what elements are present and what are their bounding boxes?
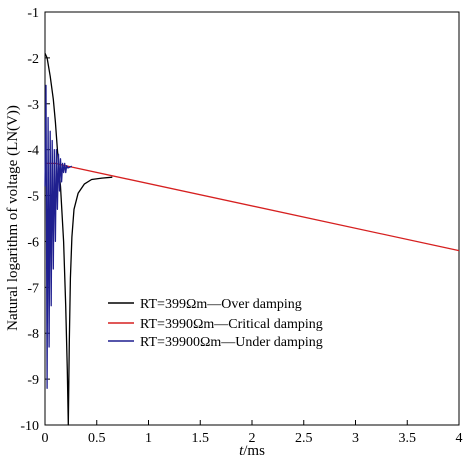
- x-tick-label: 1.5: [192, 431, 210, 446]
- y-tick-label: -3: [27, 98, 39, 113]
- x-axis-unit: /ms: [243, 443, 265, 459]
- y-tick-label: -8: [27, 327, 39, 342]
- legend-label-critical-damping: RT=3990Ωm—Critical damping: [140, 317, 323, 332]
- y-tick-label: -5: [27, 190, 39, 205]
- y-tick-label: -2: [27, 52, 39, 67]
- y-tick-label: -7: [27, 281, 39, 296]
- x-tick-label: 3: [352, 431, 359, 446]
- x-axis-ticks: 0 0.5 1 1.5 2 2.5 3 3.5 4: [42, 420, 463, 446]
- y-axis-ticks: -1 -2 -3 -4 -5 -6 -7 -8 -9 -10: [20, 6, 50, 434]
- y-tick-label: -4: [27, 144, 39, 159]
- y-tick-label: -6: [27, 235, 39, 250]
- y-tick-label: -1: [27, 6, 39, 21]
- x-tick-label: 4: [456, 431, 463, 446]
- legend: RT=399Ωm—Over damping RT=3990Ωm—Critical…: [108, 297, 323, 350]
- y-tick-label: -9: [27, 373, 39, 388]
- plot-area-frame: [44, 11, 460, 426]
- series-line-under-damping: [44, 84, 73, 389]
- y-axis-title: Natural logarithm of voltage (LN(V)): [5, 105, 21, 331]
- y-tick-label: -10: [20, 419, 39, 434]
- x-axis-title: t/ms: [239, 443, 265, 459]
- x-tick-label: 2: [249, 431, 256, 446]
- x-axis-variable: t: [239, 443, 244, 459]
- series-line-over-damping: [44, 53, 113, 426]
- x-tick-label: 3.5: [399, 431, 417, 446]
- legend-label-over-damping: RT=399Ωm—Over damping: [140, 297, 302, 312]
- x-tick-label: 2.5: [295, 431, 313, 446]
- series-layer: [44, 53, 460, 426]
- series-line-critical-damping: [45, 162, 460, 252]
- legend-label-under-damping: RT=39900Ωm—Under damping: [140, 335, 323, 350]
- x-tick-label: 1: [145, 431, 152, 446]
- x-tick-label: 0: [42, 431, 49, 446]
- x-tick-label: 0.5: [88, 431, 106, 446]
